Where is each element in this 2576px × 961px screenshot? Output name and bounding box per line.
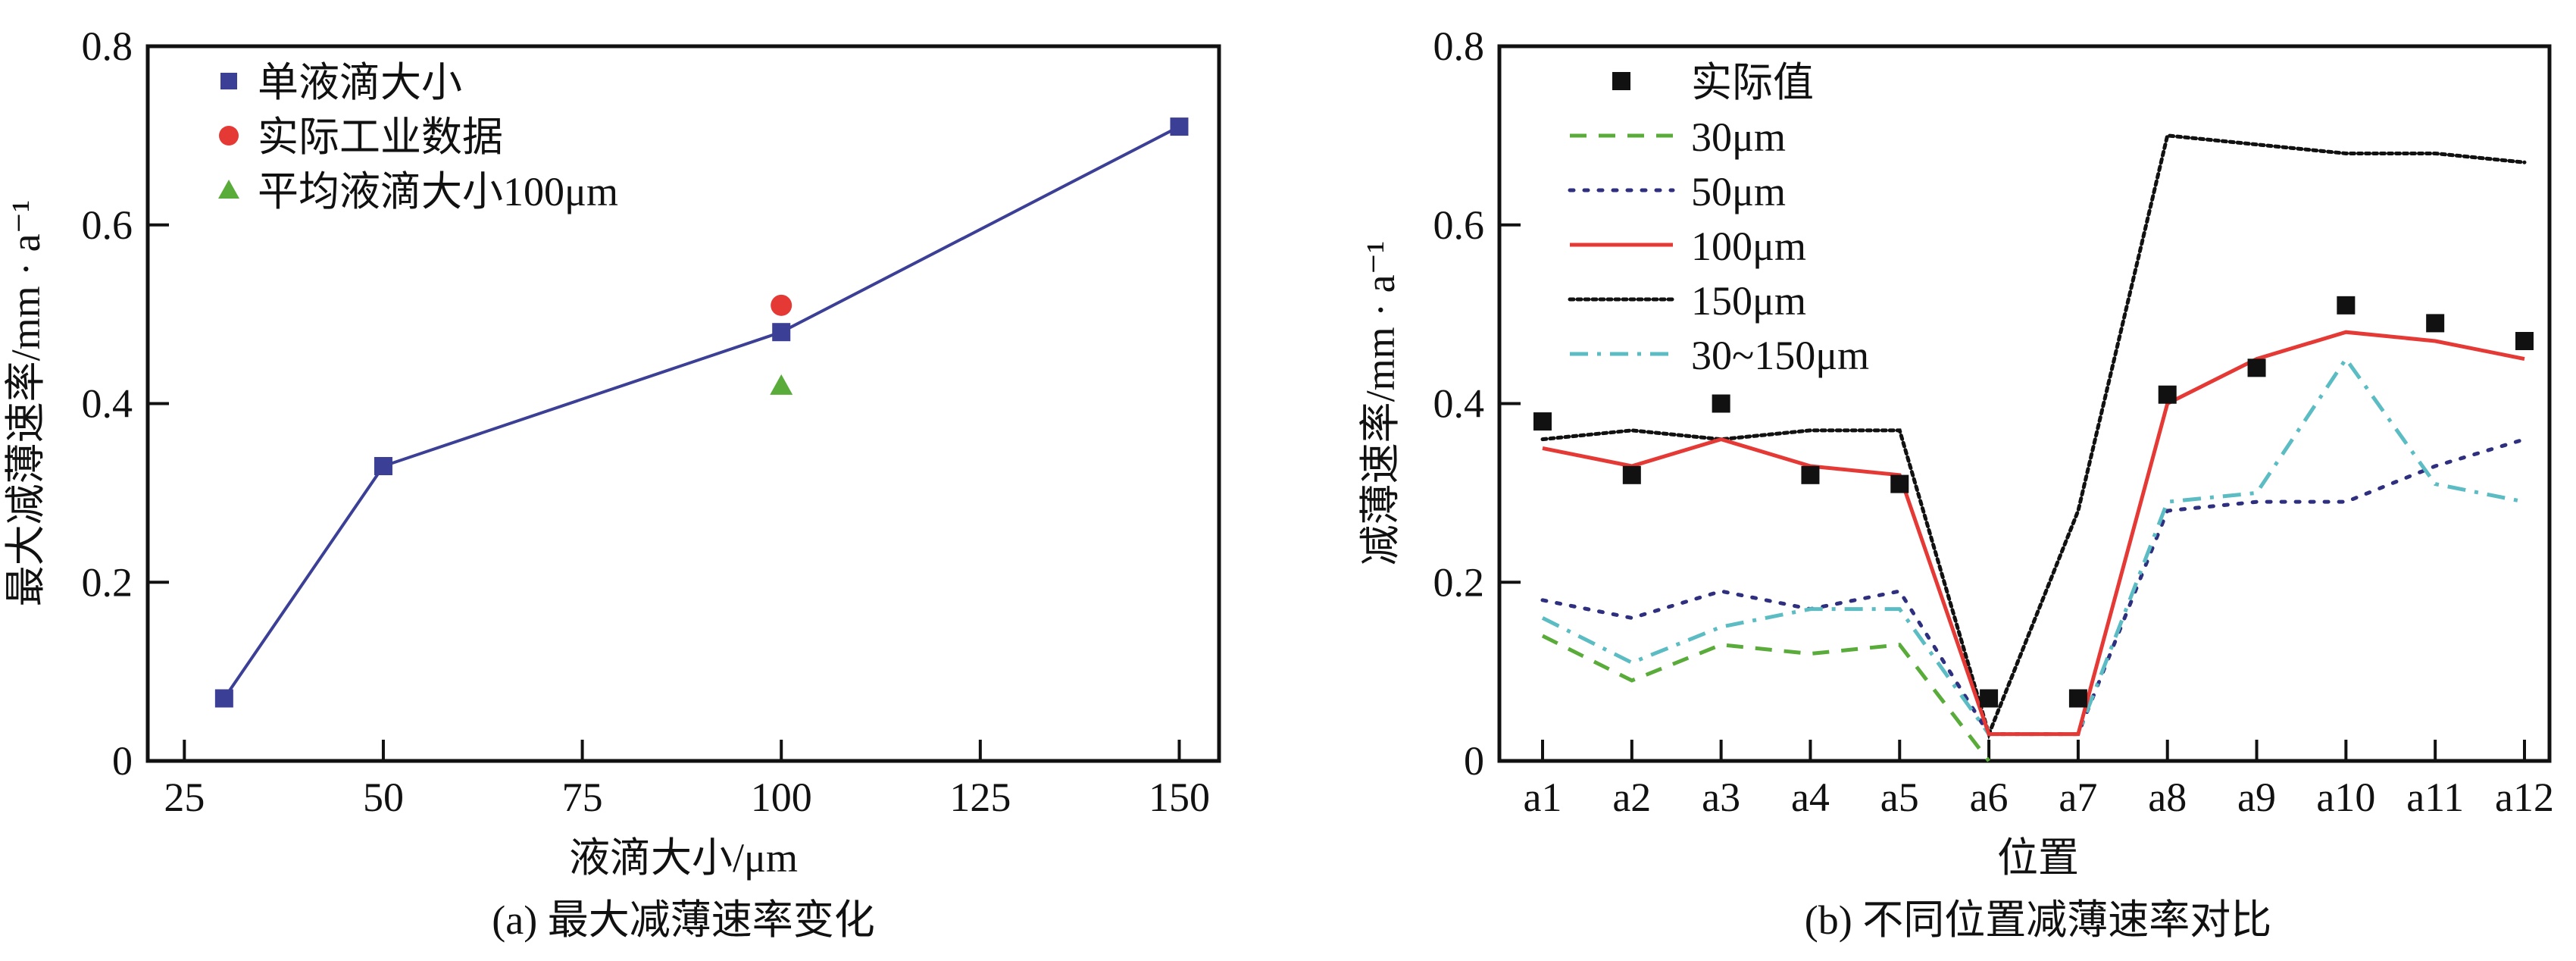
legend-marker-circle	[219, 126, 239, 146]
x-tick-label: 150	[1149, 775, 1210, 820]
series-line-30~150μm	[1541, 355, 2525, 737]
x-tick-label: 100	[751, 775, 812, 820]
legend-marker-square	[1612, 72, 1630, 90]
y-tick-label: 0	[112, 738, 133, 784]
y-tick-label: 0.2	[1433, 559, 1485, 605]
actual-value-point	[1890, 474, 1909, 493]
chart-b-x-axis-title: 位置	[1997, 835, 2079, 881]
x-tick-label: 125	[949, 775, 1011, 820]
actual-value-point	[1622, 465, 1641, 484]
chart-a-max-thinning-rate: 25 50 75 100 125 150 0 0.2 0.4 0.6 0.8 单液滴大小实际工业数据…	[3, 23, 1221, 943]
actual-value-point	[2515, 331, 2534, 350]
x-tick-label: a1	[1524, 775, 1562, 820]
actual-value-point	[2068, 689, 2087, 708]
actual-value-point	[1533, 412, 1552, 431]
x-tick-label: a7	[2059, 775, 2097, 820]
x-tick-label: a11	[2406, 775, 2464, 820]
series-line-50μm	[1540, 437, 2527, 737]
chart-b-position-comparison: a1 a2 a3 a4 a5 a6 a7 a8 a9 a10 a11 a12 0 0.2 0.4 0.6 0.8…	[1358, 23, 2554, 943]
y-tick-label: 0.8	[82, 23, 133, 69]
y-tick-label: 0.6	[1433, 202, 1485, 248]
series-line-150μm	[1540, 133, 2527, 740]
chart-b-marks	[1533, 133, 2534, 762]
y-tick-label: 0	[1464, 738, 1484, 784]
chart-b-legend: 实际值 30μm 50μm 100μm 150μm 30~150μm	[1568, 60, 1869, 378]
x-tick-label: a9	[2237, 775, 2276, 820]
actual-value-point	[2247, 358, 2266, 377]
legend-label: 单液滴大小	[258, 60, 462, 105]
y-tick-label: 0.4	[82, 381, 133, 427]
legend-label: 150μm	[1691, 278, 1806, 324]
legend-marker-square	[220, 73, 237, 89]
x-tick-label: a12	[2495, 775, 2554, 820]
actual-value-point	[1980, 689, 1999, 708]
x-tick-label: 75	[562, 775, 603, 820]
series-line-30μm	[1541, 634, 1991, 762]
chart-a-marks	[214, 117, 1189, 708]
data-point	[1170, 117, 1189, 136]
legend-label: 平均液滴大小100μm	[258, 169, 618, 214]
x-tick-label: 50	[363, 775, 404, 820]
data-point	[771, 294, 792, 316]
data-point	[214, 689, 233, 708]
actual-value-point	[2426, 314, 2445, 333]
legend-marker-triangle	[218, 180, 239, 199]
legend-label: 30~150μm	[1691, 333, 1869, 378]
x-tick-label: 25	[164, 775, 205, 820]
legend-label: 实际值	[1691, 60, 1814, 105]
chart-b-ticks: a1 a2 a3 a4 a5 a6 a7 a8 a9 a10 a11 a12 0 0.2 0.4 0.6 0.8	[1433, 23, 2554, 820]
x-tick-label: a5	[1880, 775, 1919, 820]
actual-value-point	[2337, 296, 2356, 315]
data-point	[770, 374, 793, 395]
series-line-0	[223, 125, 1180, 700]
x-tick-label: a8	[2148, 775, 2187, 820]
legend-label: 50μm	[1691, 169, 1786, 214]
actual-value-point	[1801, 465, 1820, 484]
y-tick-label: 0.6	[82, 202, 133, 248]
x-tick-label: a6	[1970, 775, 2009, 820]
chart-a-ticks: 25 50 75 100 125 150 0 0.2 0.4 0.6 0.8	[82, 23, 1210, 820]
legend-label: 100μm	[1691, 224, 1806, 269]
chart-a-y-axis-title: 最大减薄速率/mm · a⁻¹	[3, 200, 48, 607]
series-line-100μm	[1542, 330, 2525, 737]
x-tick-label: a2	[1612, 775, 1651, 820]
legend-label: 实际工业数据	[258, 114, 503, 160]
actual-value-point	[1712, 394, 1730, 413]
data-point	[374, 457, 392, 476]
y-tick-label: 0.8	[1433, 23, 1485, 69]
x-tick-label: a10	[2316, 775, 2375, 820]
x-tick-label: a3	[1702, 775, 1740, 820]
data-point	[772, 323, 791, 342]
chart-a-caption: (a) 最大减薄速率变化	[492, 897, 874, 943]
legend-label: 30μm	[1691, 114, 1786, 160]
y-tick-label: 0.2	[82, 559, 133, 605]
chart-b-caption: (b) 不同位置减薄速率对比	[1805, 897, 2271, 943]
y-tick-label: 0.4	[1433, 381, 1485, 427]
actual-value-point	[2158, 385, 2177, 404]
x-tick-label: a4	[1791, 775, 1830, 820]
chart-a-x-axis-title: 液滴大小/μm	[569, 835, 798, 881]
chart-b-y-axis-title: 减薄速率/mm · a⁻¹	[1358, 241, 1403, 566]
